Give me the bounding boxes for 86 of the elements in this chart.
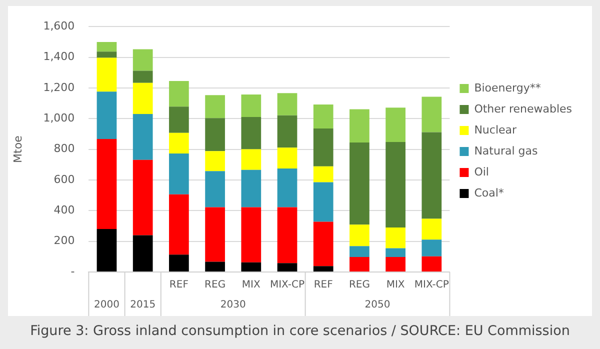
bar	[132, 160, 153, 236]
legend-label: Other renewables	[474, 102, 572, 116]
bar	[422, 132, 442, 219]
bar	[422, 240, 442, 256]
bar	[313, 128, 334, 166]
bar	[169, 106, 189, 133]
bar	[169, 153, 189, 194]
bar	[422, 218, 442, 240]
x-tick-label: MIX	[242, 280, 261, 291]
bar	[96, 229, 117, 272]
bar	[313, 104, 334, 128]
legend-label: Bioenergy**	[474, 81, 542, 94]
bar	[205, 151, 225, 172]
bar	[277, 148, 298, 168]
bar	[96, 42, 117, 52]
bar	[169, 194, 189, 255]
legend-label: Natural gas	[474, 144, 538, 158]
bar	[350, 256, 370, 272]
y-tick-label: 1,400	[43, 50, 75, 64]
bar	[169, 254, 189, 272]
bar	[241, 149, 262, 170]
x-tick-label: REG	[204, 280, 226, 291]
y-tick-label: 200	[54, 234, 75, 248]
bar	[169, 81, 189, 107]
bar	[132, 235, 153, 272]
y-tick-label: 400	[54, 204, 75, 217]
legend-label: Nuclear	[474, 123, 518, 136]
y-tick-label: 600	[54, 172, 75, 186]
bar	[386, 248, 406, 257]
bar	[241, 262, 262, 272]
bar	[241, 170, 262, 208]
bar	[277, 168, 298, 208]
bar	[205, 171, 225, 208]
bar	[132, 49, 153, 71]
y-tick-label: 1,200	[43, 80, 75, 94]
bar	[422, 96, 442, 132]
bar	[205, 262, 225, 272]
text: 2015	[130, 300, 156, 311]
bar	[313, 166, 334, 182]
legend-label: Oil	[474, 165, 489, 178]
y-tick-label: -	[70, 264, 75, 278]
y-tick-label: 1,600	[43, 19, 75, 32]
bar	[277, 115, 298, 148]
bar	[241, 94, 262, 117]
bar	[350, 109, 370, 143]
bar	[277, 93, 298, 116]
bar	[350, 224, 370, 246]
x-tick-label: MIX-CP	[414, 280, 449, 291]
bar	[96, 58, 117, 92]
bar	[386, 108, 406, 142]
bar	[386, 142, 406, 228]
bar	[386, 228, 406, 248]
bar	[96, 52, 117, 58]
bar	[96, 139, 117, 230]
text: 2030	[220, 300, 246, 311]
text: 2050	[364, 300, 390, 311]
bar	[277, 263, 298, 272]
x-tick-label: MIX-CP	[270, 280, 305, 291]
bar	[313, 266, 334, 272]
y-tick-label: 800	[54, 142, 75, 156]
bar	[205, 118, 225, 152]
x-tick-label: REG	[348, 280, 370, 291]
x-tick-label: REF	[169, 280, 189, 291]
bar	[241, 116, 262, 150]
bar	[96, 92, 117, 140]
bar	[169, 132, 189, 154]
bar	[241, 207, 262, 262]
x-tick-label: REF	[314, 280, 334, 291]
bar	[277, 207, 298, 264]
bar	[132, 82, 153, 114]
bar	[350, 246, 370, 257]
y-tick-label: 1,000	[43, 111, 75, 124]
bar	[205, 207, 225, 262]
text: 2000	[94, 300, 120, 311]
y-axis-title: Mtoe	[11, 135, 24, 163]
bar	[205, 95, 225, 118]
bar	[422, 256, 442, 272]
x-tick-label: MIX	[386, 280, 405, 291]
bar	[386, 256, 406, 272]
bar	[313, 182, 334, 222]
legend-label: Coal*	[474, 186, 504, 200]
bar	[313, 222, 334, 266]
bar	[132, 114, 153, 160]
bar	[132, 70, 153, 83]
caption: Figure 3: Gross inland consumption in core scenarios / SOURCE: EU Commission	[29, 322, 571, 341]
bar	[350, 142, 370, 225]
